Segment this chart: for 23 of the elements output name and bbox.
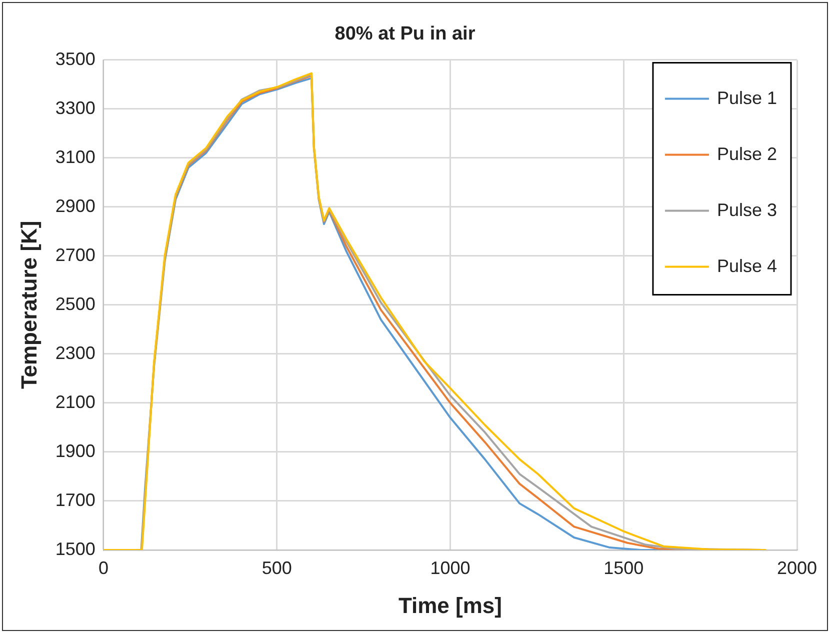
x-tick-label: 1500 <box>604 558 644 578</box>
y-tick-label: 3300 <box>55 98 96 118</box>
legend-label: Pulse 4 <box>716 256 778 276</box>
y-tick-label: 3100 <box>55 146 96 167</box>
legend-label: Pulse 2 <box>716 144 778 164</box>
y-tick-label: 1500 <box>55 538 96 559</box>
x-tick-label: 500 <box>262 558 292 578</box>
x-tick-label: 0 <box>98 558 108 578</box>
x-tick-label: 2000 <box>776 558 818 578</box>
legend-label: Pulse 1 <box>716 88 778 108</box>
chart-title: 80% at Pu in air <box>334 24 476 45</box>
y-axis-title: Temperature [K] <box>16 220 42 390</box>
x-tick-label: 1000 <box>430 558 470 578</box>
y-tick-label: 2700 <box>55 244 96 265</box>
y-tick-label: 2500 <box>55 294 96 314</box>
legend-label: Pulse 3 <box>716 200 778 220</box>
y-tick-label: 2900 <box>55 196 96 216</box>
y-tick-label: 1900 <box>55 440 96 461</box>
y-tick-label: 2300 <box>55 342 96 363</box>
y-tick-label: 3500 <box>55 48 96 69</box>
x-axis-title: Time [ms] <box>398 592 502 618</box>
y-tick-label: 1700 <box>55 490 96 510</box>
y-tick-label: 2100 <box>55 392 96 412</box>
